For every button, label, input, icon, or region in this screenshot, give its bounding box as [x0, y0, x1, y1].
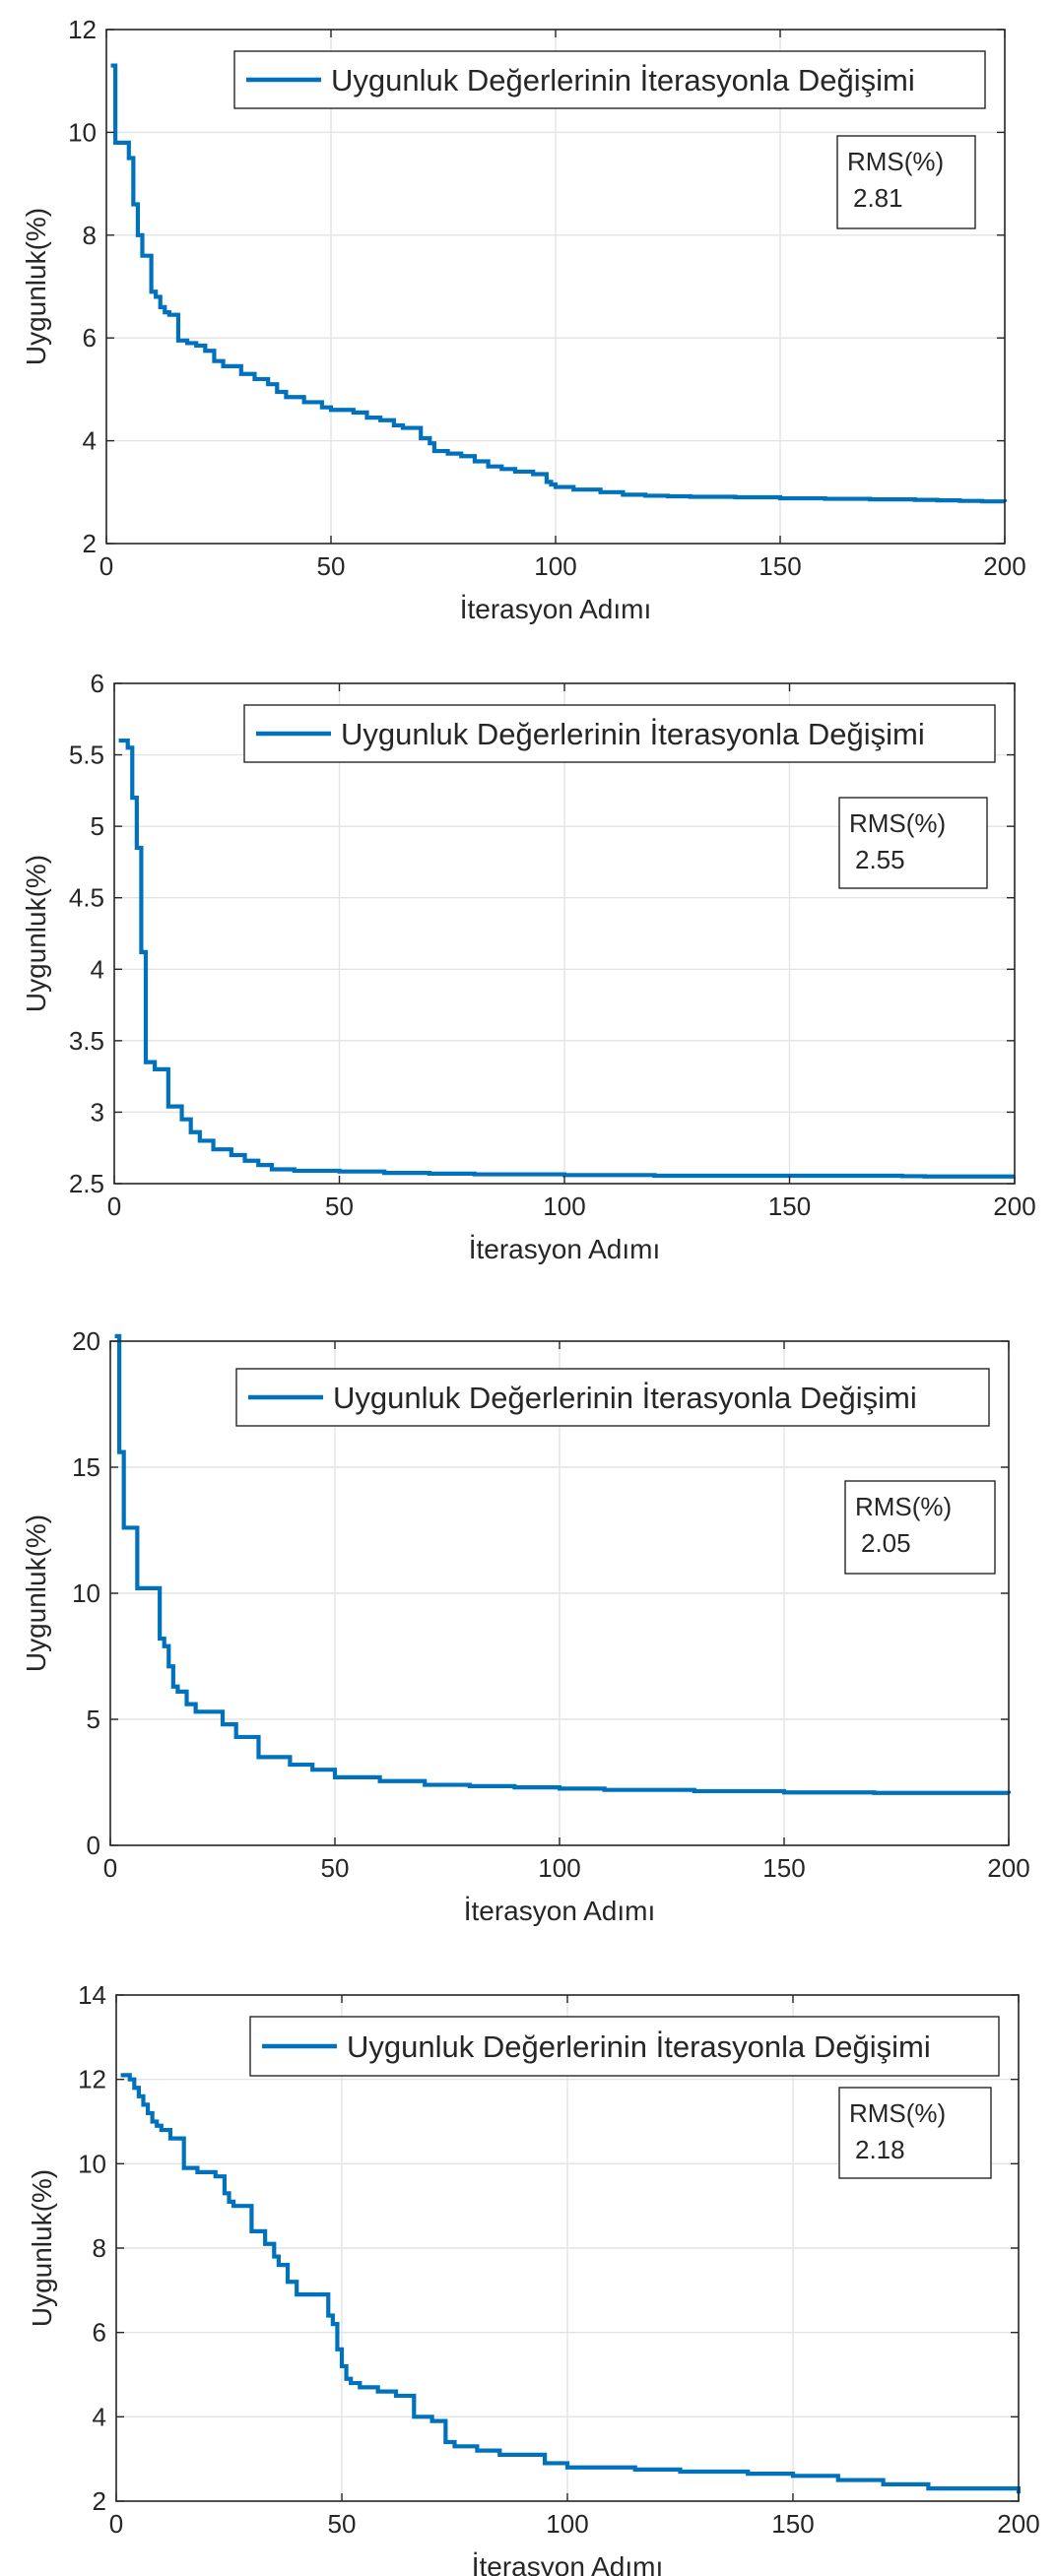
rms-title: RMS(%): [849, 2098, 946, 2128]
x-tick-label-2: 100: [534, 551, 576, 581]
y-tick-label-2: 6: [83, 323, 97, 353]
chart-panel-1: 0 50 100 150 200 2 4 6 8 10 12 İterasyon Adımı Uygun…: [0, 0, 1056, 644]
chart-panel-2: 0 50 100 150 200 2.5 3 3.5 4 4.5 5 5.5 6 İterasyon Ad…: [0, 644, 1056, 1288]
x-tick-label-2: 100: [543, 1191, 585, 1221]
y-tick-label-4: 4.5: [69, 883, 104, 913]
rms-annotation-box: [838, 797, 988, 889]
y-axis-label: Uygunluk(%): [27, 2169, 57, 2327]
y-tick-label-2: 3.5: [69, 1026, 104, 1056]
chart-panel-4: 0 50 100 150 200 2 4 6 8 10 12 14 İterasyon Adımı Uyg…: [0, 1932, 1056, 2576]
x-axis-label: İterasyon Adımı: [472, 2551, 664, 2576]
rms-annotation-box: [836, 135, 976, 229]
y-tick-label-3: 8: [93, 2233, 106, 2263]
rms-value: 2.81: [853, 183, 903, 213]
chart-svg-4: 0 50 100 150 200 2 4 6 8 10 12 14 İterasyon Adımı Uyg…: [27, 1980, 1040, 2576]
y-tick-label-4: 10: [68, 117, 97, 147]
rms-annotation-box: [844, 1480, 996, 1575]
y-tick-label-6: 14: [78, 1980, 106, 2010]
x-tick-label-3: 150: [762, 1853, 805, 1883]
y-tick-label-4: 10: [78, 2149, 106, 2178]
rms-annotation-box: [838, 2087, 992, 2179]
x-tick-label-3: 150: [768, 1191, 811, 1221]
rms-title: RMS(%): [847, 147, 944, 176]
legend-box: [235, 1368, 990, 1427]
x-tick-label-1: 50: [328, 2509, 357, 2539]
y-tick-label-4: 20: [72, 1326, 100, 1356]
rms-value: 2.18: [855, 2135, 905, 2164]
y-axis-label: Uygunluk(%): [21, 855, 51, 1012]
series-line-1: [110, 63, 1008, 504]
y-tick-label-5: 12: [68, 15, 97, 44]
x-tick-label-0: 0: [107, 1191, 121, 1221]
rms-value: 2.55: [855, 845, 905, 874]
x-tick-label-4: 200: [993, 1191, 1035, 1221]
x-tick-label-3: 150: [759, 551, 801, 581]
y-tick-label-0: 0: [87, 1831, 100, 1860]
legend-box: [249, 2016, 1000, 2077]
x-axis-label: İterasyon Adımı: [460, 594, 652, 624]
y-tick-label-6: 5.5: [69, 741, 104, 770]
x-tick-label-3: 150: [771, 2509, 814, 2539]
y-axis-label: Uygunluk(%): [21, 208, 51, 365]
y-tick-label-0: 2: [93, 2486, 106, 2516]
x-axis-label: İterasyon Adımı: [469, 1234, 661, 1264]
legend-label: Uygunluk Değerlerinin İterasyonla Değişi…: [333, 1381, 917, 1415]
rms-title: RMS(%): [849, 808, 946, 838]
y-tick-label-5: 5: [91, 811, 104, 841]
y-tick-label-2: 6: [93, 2318, 106, 2348]
legend-label: Uygunluk Değerlerinin İterasyonla Değişi…: [341, 717, 925, 751]
x-tick-label-2: 100: [538, 1853, 580, 1883]
y-tick-label-0: 2.5: [69, 1169, 104, 1198]
x-tick-label-4: 200: [997, 2509, 1039, 2539]
y-tick-label-3: 15: [72, 1452, 100, 1482]
series-line-1: [114, 1333, 1012, 1795]
chart-svg-1: 0 50 100 150 200 2 4 6 8 10 12 İterasyon Adımı Uygun…: [21, 15, 1026, 624]
x-tick-label-2: 100: [546, 2509, 588, 2539]
chart-svg-3: 0 50 100 150 200 0 5 10 15 20 İterasyon Adımı Uygun…: [21, 1326, 1030, 1926]
x-tick-label-1: 50: [317, 551, 346, 581]
y-tick-label-1: 3: [91, 1097, 104, 1127]
x-tick-label-1: 50: [321, 1853, 350, 1883]
y-tick-label-3: 4: [91, 954, 104, 984]
x-axis-label: İterasyon Adımı: [464, 1896, 656, 1926]
chart-svg-2: 0 50 100 150 200 2.5 3 3.5 4 4.5 5 5.5 6 İterasyon Ad…: [21, 669, 1036, 1264]
y-axis-label: Uygunluk(%): [21, 1514, 51, 1672]
x-tick-label-4: 200: [983, 551, 1025, 581]
legend-box: [233, 50, 986, 109]
y-tick-label-1: 4: [83, 426, 97, 456]
legend-box: [243, 704, 996, 763]
x-tick-label-0: 0: [99, 551, 113, 581]
chart-panel-3: 0 50 100 150 200 0 5 10 15 20 İterasyon Adımı Uygun…: [0, 1288, 1056, 1932]
x-tick-label-4: 200: [987, 1853, 1029, 1883]
rms-title: RMS(%): [855, 1492, 952, 1521]
legend-label: Uygunluk Değerlerinin İterasyonla Değişi…: [347, 2029, 931, 2064]
legend-label: Uygunluk Değerlerinin İterasyonla Değişi…: [331, 63, 915, 97]
y-tick-label-3: 8: [83, 221, 97, 250]
y-tick-label-2: 10: [72, 1578, 100, 1608]
series-line-1: [118, 738, 1015, 1179]
rms-value: 2.05: [861, 1528, 911, 1558]
y-tick-label-1: 5: [87, 1705, 100, 1734]
series-line-1: [120, 2073, 1022, 2494]
y-tick-label-5: 12: [78, 2065, 106, 2094]
x-tick-label-0: 0: [109, 2509, 123, 2539]
y-tick-label-7: 6: [91, 669, 104, 698]
y-tick-label-0: 2: [83, 529, 97, 558]
x-tick-label-0: 0: [103, 1853, 117, 1883]
y-tick-label-1: 4: [93, 2402, 106, 2431]
x-tick-label-1: 50: [325, 1191, 354, 1221]
